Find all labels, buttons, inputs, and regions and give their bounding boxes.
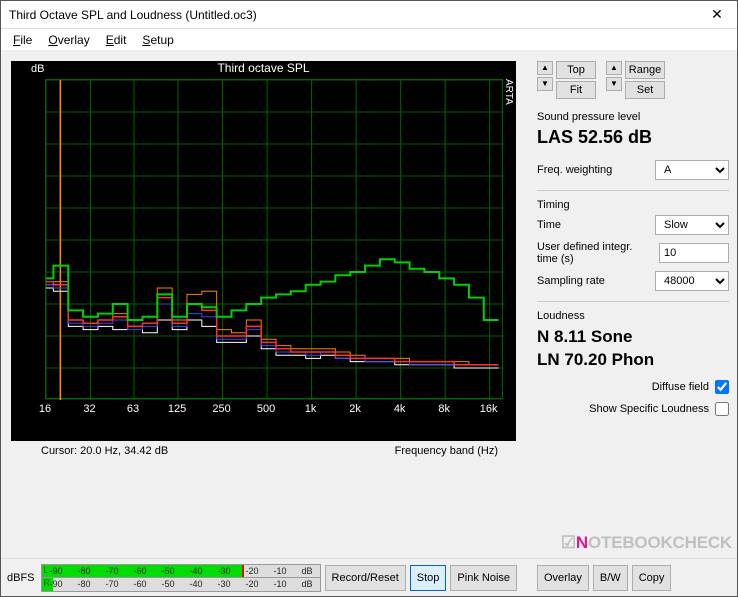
loudness-title: Loudness — [537, 310, 729, 322]
chevron-up-icon[interactable]: ▲ — [606, 61, 622, 75]
copy-button[interactable]: Copy — [632, 565, 672, 591]
fit-button[interactable]: Fit — [556, 81, 596, 99]
integr-label: User defined integr. time (s) — [537, 241, 637, 265]
diffuse-checkbox[interactable] — [715, 380, 729, 394]
diffuse-label: Diffuse field — [652, 381, 709, 393]
timing-title: Timing — [537, 199, 729, 211]
cursor-text: Cursor: 20.0 Hz, 34.42 dB — [41, 445, 168, 457]
divider — [537, 190, 729, 191]
set-button[interactable]: Set — [625, 81, 665, 99]
watermark: ☑NOTEBOOKCHECK — [561, 533, 732, 553]
level-meter: L -90-80-70-60-50-40-30-20-10dB R -90-80… — [41, 564, 321, 592]
menu-setup[interactable]: Setup — [136, 31, 179, 49]
view-controls: ▲ ▼ Top Fit ▲ ▼ Range Set — [537, 61, 729, 99]
ssl-label: Show Specific Loudness — [589, 403, 709, 415]
loudness-n: N 8.11 Sone — [537, 326, 729, 349]
freq-weight-select[interactable]: A — [655, 160, 729, 180]
stop-button[interactable]: Stop — [410, 565, 447, 591]
range-button[interactable]: Range — [625, 61, 665, 79]
chevron-up-icon[interactable]: ▲ — [537, 61, 553, 75]
time-select[interactable]: Slow — [655, 215, 729, 235]
sampling-select[interactable]: 48000 — [655, 271, 729, 291]
freq-weight-label: Freq. weighting — [537, 164, 612, 176]
top-button[interactable]: Top — [556, 61, 596, 79]
menu-file[interactable]: File — [7, 31, 38, 49]
overlay-button[interactable]: Overlay — [537, 565, 589, 591]
menu-overlay[interactable]: Overlay — [42, 31, 95, 49]
spl-readout: LAS 52.56 dB — [537, 127, 729, 148]
chart-pane: dB Third octave SPL ARTA 0.010.020.030.0… — [1, 51, 533, 558]
spl-title: Sound pressure level — [537, 111, 729, 123]
menu-bar: File Overlay Edit Setup — [1, 29, 737, 51]
chevron-down-icon[interactable]: ▼ — [606, 77, 622, 91]
loudness-ln: LN 70.20 Phon — [537, 349, 729, 372]
menu-edit[interactable]: Edit — [100, 31, 133, 49]
divider — [537, 301, 729, 302]
chevron-down-icon[interactable]: ▼ — [537, 77, 553, 91]
meter-right: R -90-80-70-60-50-40-30-20-10dB — [42, 578, 320, 591]
x-axis-label: Frequency band (Hz) — [395, 445, 516, 457]
plot-svg — [46, 80, 504, 400]
range-arrows: ▲ ▼ — [606, 61, 622, 91]
chart-area: dB Third octave SPL ARTA 0.010.020.030.0… — [11, 61, 516, 441]
side-panel: ▲ ▼ Top Fit ▲ ▼ Range Set Sound pres — [533, 51, 737, 558]
window-title: Third Octave SPL and Loudness (Untitled.… — [9, 8, 697, 22]
bw-button[interactable]: B/W — [593, 565, 628, 591]
brand-label: ARTA — [503, 79, 514, 105]
title-bar: Third Octave SPL and Loudness (Untitled.… — [1, 1, 737, 29]
top-arrows: ▲ ▼ — [537, 61, 553, 91]
meter-left: L -90-80-70-60-50-40-30-20-10dB — [42, 565, 320, 579]
record-reset-button[interactable]: Record/Reset — [325, 565, 406, 591]
ssl-checkbox[interactable] — [715, 402, 729, 416]
dbfs-label: dBFS — [7, 572, 35, 584]
bottom-bar: dBFS L -90-80-70-60-50-40-30-20-10dB R -… — [1, 558, 737, 596]
pink-noise-button[interactable]: Pink Noise — [450, 565, 517, 591]
chart-title: Third octave SPL — [11, 61, 516, 75]
close-icon[interactable]: ✕ — [697, 6, 737, 23]
main-area: dB Third octave SPL ARTA 0.010.020.030.0… — [1, 51, 737, 558]
time-label: Time — [537, 219, 561, 231]
integr-input[interactable] — [659, 243, 729, 263]
cursor-readout: Cursor: 20.0 Hz, 34.42 dB Frequency band… — [11, 445, 516, 457]
plot-region — [45, 79, 503, 399]
loudness-readout: N 8.11 Sone LN 70.20 Phon — [537, 326, 729, 372]
sampling-label: Sampling rate — [537, 275, 605, 287]
